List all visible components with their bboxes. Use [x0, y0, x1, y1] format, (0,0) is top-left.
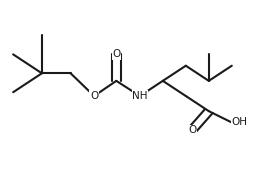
Text: O: O — [90, 91, 98, 101]
Text: O: O — [112, 49, 120, 59]
Text: O: O — [188, 125, 196, 135]
Text: OH: OH — [232, 118, 248, 127]
Text: NH: NH — [132, 91, 148, 101]
